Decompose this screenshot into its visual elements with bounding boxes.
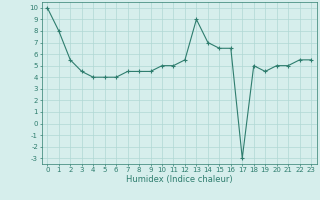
X-axis label: Humidex (Indice chaleur): Humidex (Indice chaleur) <box>126 175 233 184</box>
